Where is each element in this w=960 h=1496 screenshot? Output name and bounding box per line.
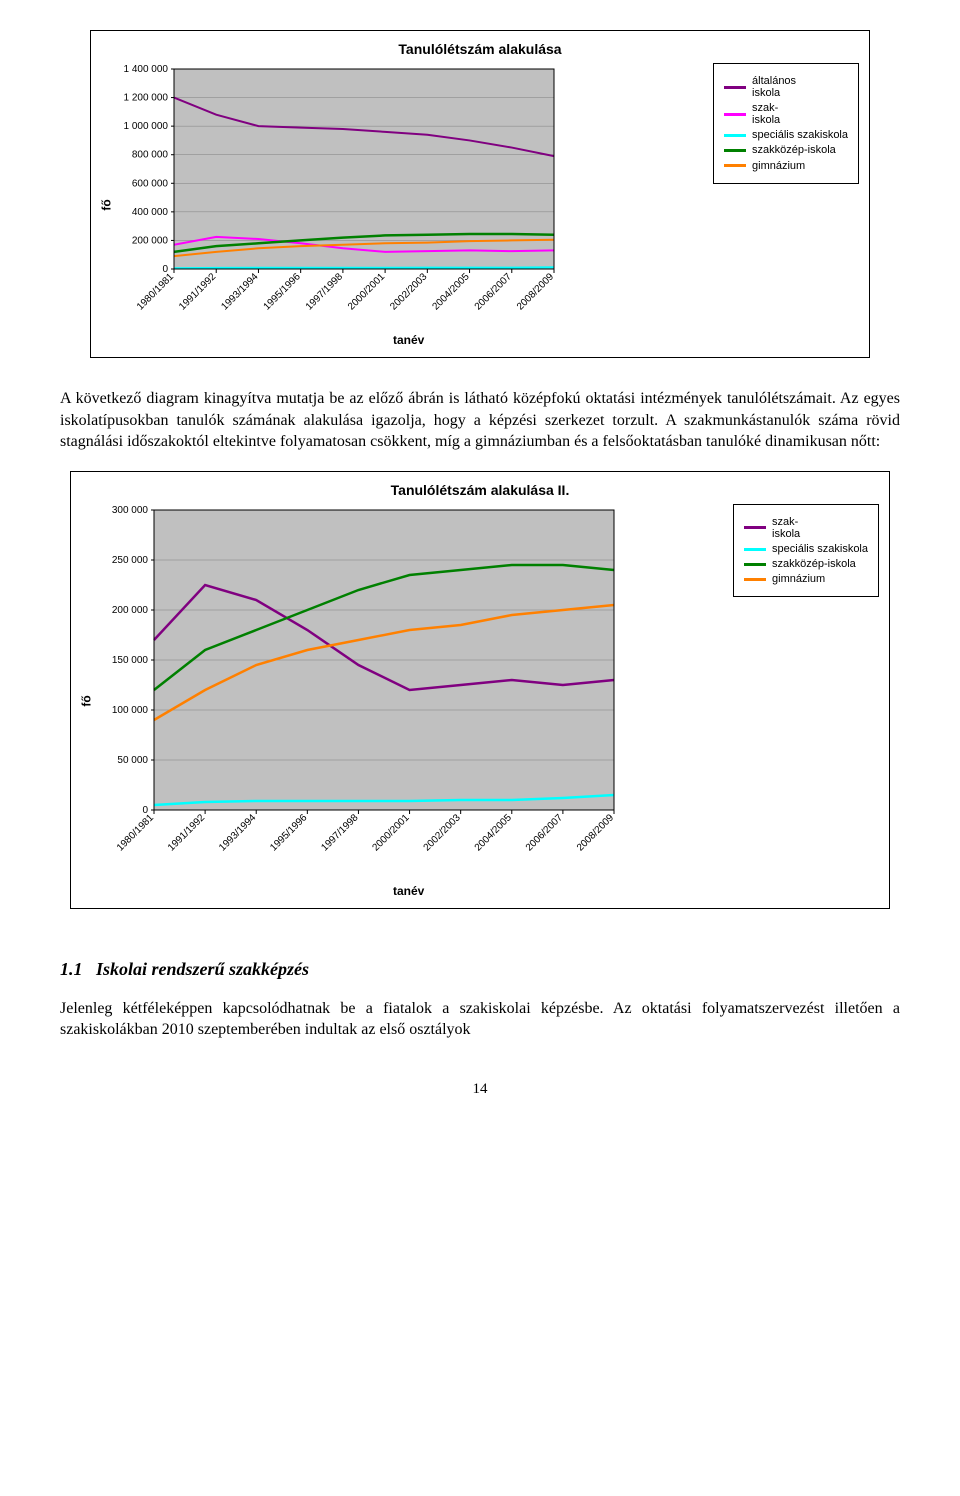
chart-2-title: Tanulólétszám alakulása II. bbox=[81, 482, 879, 498]
svg-text:2006/2007: 2006/2007 bbox=[473, 271, 515, 313]
section-number: 1.1 bbox=[60, 959, 83, 979]
chart-1-frame: Tanulólétszám alakulása fő 0200 000400 0… bbox=[90, 30, 870, 358]
legend-item: szak-iskola bbox=[744, 516, 868, 540]
svg-text:300 000: 300 000 bbox=[112, 505, 149, 516]
svg-text:200 000: 200 000 bbox=[132, 235, 169, 246]
svg-text:2002/2003: 2002/2003 bbox=[422, 812, 464, 854]
svg-text:600 000: 600 000 bbox=[132, 178, 169, 189]
legend-item: gimnázium bbox=[744, 573, 868, 585]
chart-1-y-label: fő bbox=[101, 63, 112, 347]
chart-2-plot: 050 000100 000150 000200 000250 000300 0… bbox=[92, 504, 725, 880]
svg-text:2002/2003: 2002/2003 bbox=[389, 271, 431, 313]
svg-text:400 000: 400 000 bbox=[132, 207, 169, 218]
svg-text:1997/1998: 1997/1998 bbox=[304, 271, 346, 313]
legend-label: szakközép-iskola bbox=[772, 558, 856, 570]
legend-label: általánosiskola bbox=[752, 75, 796, 99]
paragraph-1: A következő diagram kinagyítva mutatja b… bbox=[60, 388, 900, 453]
svg-text:1991/1992: 1991/1992 bbox=[177, 271, 219, 313]
legend-swatch bbox=[744, 578, 766, 581]
legend-label: gimnázium bbox=[772, 573, 825, 585]
legend-label: szak-iskola bbox=[772, 516, 800, 540]
svg-text:250 000: 250 000 bbox=[112, 555, 149, 566]
svg-text:1993/1994: 1993/1994 bbox=[220, 271, 262, 313]
svg-text:50 000: 50 000 bbox=[118, 755, 149, 766]
svg-text:1991/1992: 1991/1992 bbox=[166, 812, 208, 854]
svg-text:1995/1996: 1995/1996 bbox=[269, 812, 311, 854]
legend-label: speciális szakiskola bbox=[772, 543, 868, 555]
svg-text:1 200 000: 1 200 000 bbox=[124, 93, 169, 104]
svg-text:2004/2005: 2004/2005 bbox=[431, 271, 473, 313]
svg-text:150 000: 150 000 bbox=[112, 655, 149, 666]
section-heading: 1.1 Iskolai rendszerű szakképzés bbox=[60, 959, 900, 980]
legend-swatch bbox=[724, 86, 746, 89]
page-number: 14 bbox=[60, 1081, 900, 1098]
svg-text:800 000: 800 000 bbox=[132, 150, 169, 161]
legend-swatch bbox=[724, 113, 746, 116]
legend-item: speciális szakiskola bbox=[744, 543, 868, 555]
legend-label: szak-iskola bbox=[752, 102, 780, 126]
svg-text:1993/1994: 1993/1994 bbox=[217, 812, 259, 854]
legend-swatch bbox=[724, 134, 746, 137]
legend-item: szakközép-iskola bbox=[744, 558, 868, 570]
legend-item: szak-iskola bbox=[724, 102, 848, 126]
legend-item: szakközép-iskola bbox=[724, 144, 848, 156]
chart-1-x-label: tanév bbox=[112, 333, 705, 347]
svg-text:1 400 000: 1 400 000 bbox=[124, 64, 169, 75]
svg-text:1995/1996: 1995/1996 bbox=[262, 271, 304, 313]
legend-swatch bbox=[744, 548, 766, 551]
legend-label: speciális szakiskola bbox=[752, 129, 848, 141]
legend-label: gimnázium bbox=[752, 160, 805, 172]
section-title: Iskolai rendszerű szakképzés bbox=[96, 959, 309, 979]
legend-item: gimnázium bbox=[724, 160, 848, 172]
legend-swatch bbox=[744, 563, 766, 566]
svg-text:1 000 000: 1 000 000 bbox=[124, 121, 169, 132]
svg-text:200 000: 200 000 bbox=[112, 605, 149, 616]
legend-swatch bbox=[744, 526, 766, 529]
svg-text:1997/1998: 1997/1998 bbox=[320, 812, 362, 854]
svg-text:2006/2007: 2006/2007 bbox=[524, 812, 566, 854]
svg-text:2000/2001: 2000/2001 bbox=[371, 812, 413, 854]
svg-text:2004/2005: 2004/2005 bbox=[473, 812, 515, 854]
svg-text:1980/1981: 1980/1981 bbox=[115, 812, 157, 854]
legend-swatch bbox=[724, 164, 746, 167]
paragraph-2: Jelenleg kétféleképpen kapcsolódhatnak b… bbox=[60, 998, 900, 1041]
chart-2-frame: Tanulólétszám alakulása II. fő 050 00010… bbox=[70, 471, 890, 909]
svg-text:2000/2001: 2000/2001 bbox=[346, 271, 388, 313]
legend-item: speciális szakiskola bbox=[724, 129, 848, 141]
legend-label: szakközép-iskola bbox=[752, 144, 836, 156]
chart-1-title: Tanulólétszám alakulása bbox=[101, 41, 859, 57]
chart-1-plot: 0200 000400 000600 000800 0001 000 0001 … bbox=[112, 63, 705, 329]
svg-text:1980/1981: 1980/1981 bbox=[135, 271, 177, 313]
chart-2-x-label: tanév bbox=[92, 884, 725, 898]
svg-text:2008/2009: 2008/2009 bbox=[515, 271, 557, 313]
legend-swatch bbox=[724, 149, 746, 152]
chart-2-y-label: fő bbox=[81, 504, 92, 898]
svg-text:100 000: 100 000 bbox=[112, 705, 149, 716]
svg-text:2008/2009: 2008/2009 bbox=[575, 812, 617, 854]
chart-1-legend: általánosiskola szak-iskola speciális szak… bbox=[713, 63, 859, 184]
chart-2-legend: szak-iskola speciális szakiskola szakközép… bbox=[733, 504, 879, 597]
legend-item: általánosiskola bbox=[724, 75, 848, 99]
